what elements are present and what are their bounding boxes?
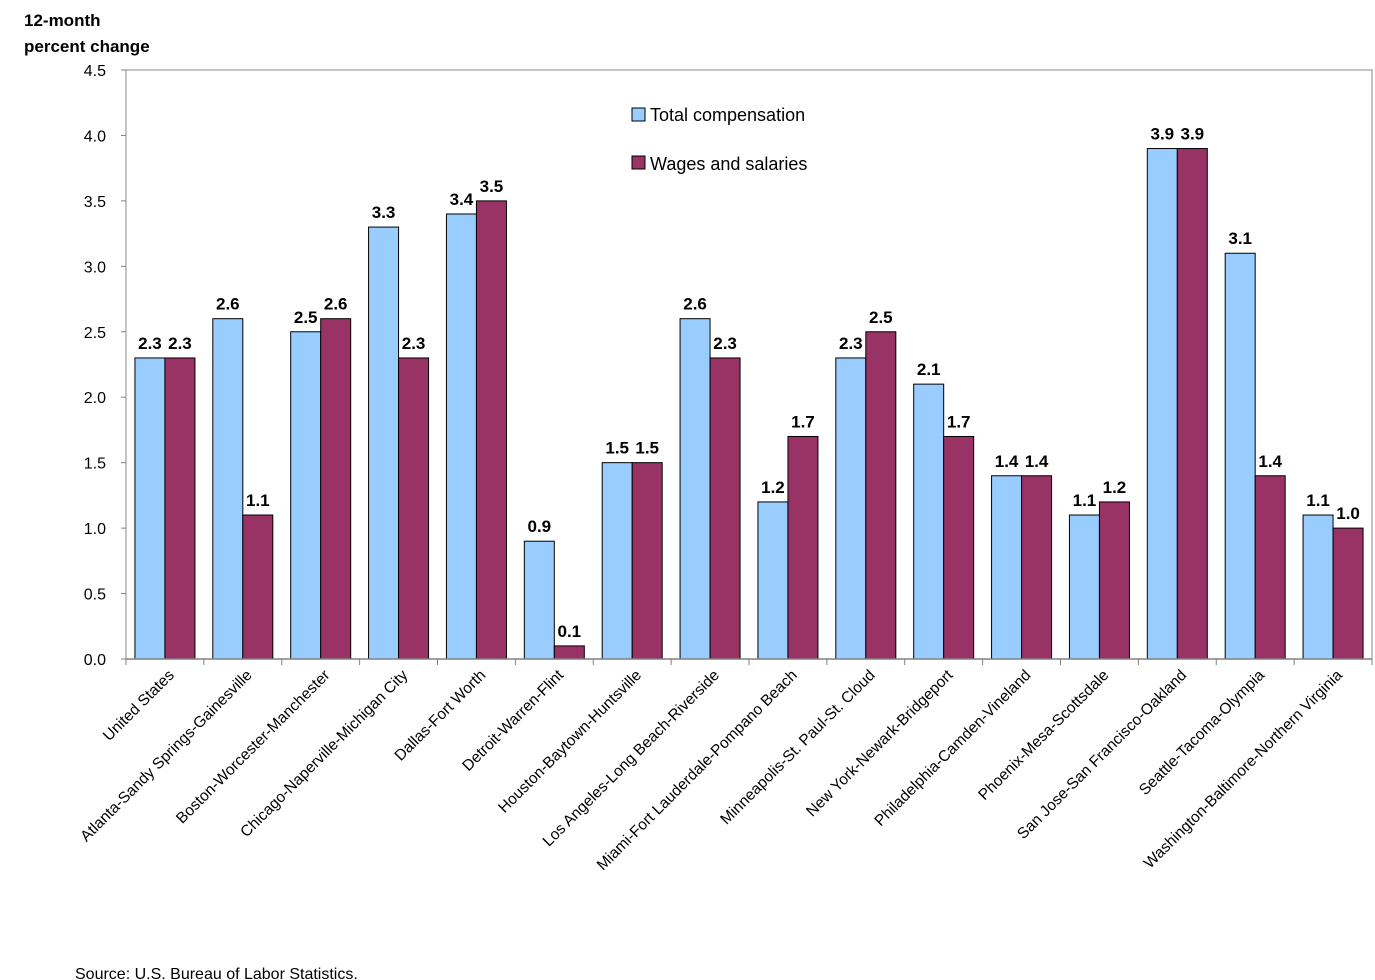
bar-wages-and-salaries (1332, 527, 1364, 660)
x-tick-label: San Jose-San Francisco-Oakland (1014, 667, 1190, 843)
bar-wages-and-salaries (475, 200, 507, 660)
data-label: 1.0 (1336, 504, 1360, 523)
bar-total-compensation (212, 318, 244, 660)
data-label: 1.7 (947, 412, 971, 431)
y-tick-label: 1.0 (84, 521, 106, 538)
bar-wages-and-salaries (787, 435, 819, 660)
bar-total-compensation (523, 540, 555, 660)
bar-total-compensation (601, 462, 633, 660)
legend-swatch-total-compensation (631, 107, 646, 122)
legend-label-total-compensation: Total compensation (650, 105, 805, 125)
bar-wages-and-salaries (553, 645, 585, 660)
legend-label-wages-and-salaries: Wages and salaries (650, 154, 807, 174)
bar-wages-and-salaries (164, 357, 196, 660)
data-label: 1.1 (1306, 491, 1330, 510)
bar-wages-and-salaries (320, 318, 352, 660)
y-tick-label: 4.5 (84, 63, 106, 80)
legend-swatch-wages-and-salaries (631, 155, 646, 170)
data-labels: 2.3 2.3 2.6 1.1 2.5 2.6 3.3 2.3 3.4 3.5 0.9 0.1 1.5 1… (138, 125, 1360, 641)
data-label: 2.6 (216, 295, 240, 314)
data-label: 1.4 (1258, 452, 1282, 471)
data-label: 2.3 (402, 334, 426, 353)
bar-total-compensation (1068, 514, 1100, 660)
data-label: 3.3 (372, 203, 396, 222)
bar-total-compensation (1224, 252, 1256, 660)
source-note: Source: U.S. Bureau of Labor Statistics. (75, 966, 358, 980)
data-label: 1.2 (1103, 478, 1127, 497)
y-tick-label: 2.0 (84, 390, 106, 407)
y-axis-label-line-2: percent change (24, 37, 150, 56)
data-label: 2.3 (839, 334, 863, 353)
bar-wages-and-salaries (709, 357, 741, 660)
bar-wages-and-salaries (1254, 475, 1286, 660)
bar-total-compensation (1302, 514, 1334, 660)
bar-total-compensation (679, 318, 711, 660)
data-label: 1.4 (995, 452, 1019, 471)
data-label: 3.9 (1180, 125, 1204, 144)
data-label: 2.6 (683, 295, 707, 314)
x-tick-label: Los Angeles-Long Beach-Riverside (540, 667, 723, 850)
y-tick-label: 2.5 (84, 325, 106, 342)
data-label: 2.6 (324, 295, 348, 314)
x-tick-label: Philadelphia-Camden-Vineland (871, 667, 1034, 830)
bar-total-compensation (134, 357, 166, 660)
y-tick-label: 0.0 (84, 652, 106, 669)
bar-wages-and-salaries (398, 357, 430, 660)
y-tick-label: 4.0 (84, 128, 106, 145)
bar-wages-and-salaries (865, 331, 897, 660)
y-tick-label: 3.5 (84, 194, 106, 211)
data-label: 3.9 (1150, 125, 1174, 144)
data-label: 1.1 (246, 491, 270, 510)
bar-wages-and-salaries (1021, 475, 1053, 660)
x-tick-label: Minneapolis-St. Paul-St. Cloud (717, 667, 878, 828)
bar-wages-and-salaries (943, 435, 975, 660)
data-label: 3.4 (450, 190, 474, 209)
x-tick-label: United States (100, 667, 178, 745)
data-label: 2.1 (917, 360, 941, 379)
data-label: 2.3 (168, 334, 192, 353)
data-label: 2.3 (138, 334, 162, 353)
y-tick-label: 0.5 (84, 587, 106, 604)
y-axis-label-line-1: 12-month (24, 11, 101, 30)
data-label: 1.4 (1025, 452, 1049, 471)
bar-wages-and-salaries (631, 462, 663, 660)
data-label: 3.1 (1228, 229, 1252, 248)
x-tick-label: Phoenix-Mesa-Scottsdale (975, 667, 1112, 804)
bar-total-compensation (757, 501, 789, 660)
x-tick-label: New York-Newark-Bridgeport (803, 666, 957, 820)
y-tick-label: 3.0 (84, 259, 106, 276)
y-tick-label: 1.5 (84, 456, 106, 473)
data-label: 1.2 (761, 478, 785, 497)
x-tick-label: Seattle-Tacoma-Olympia (1136, 667, 1268, 799)
bar-total-compensation (445, 213, 477, 660)
bar-wages-and-salaries (242, 514, 274, 660)
bar-total-compensation (835, 357, 867, 660)
data-label: 3.5 (480, 177, 504, 196)
bar-total-compensation (368, 226, 400, 660)
bar-wages-and-salaries (1176, 148, 1208, 660)
x-tick-label: Atlanta-Sandy Springs-Gainesville (77, 667, 255, 845)
data-label: 2.5 (294, 308, 318, 327)
data-label: 1.7 (791, 412, 815, 431)
bars (134, 148, 1364, 660)
y-axis-ticks: 0.0 0.5 1.0 1.5 2.0 2.5 3.0 3.5 4.0 4.5 (84, 63, 126, 669)
bar-total-compensation (991, 475, 1023, 660)
data-label: 0.9 (527, 517, 551, 536)
data-label: 1.1 (1073, 491, 1097, 510)
data-label: 1.5 (635, 439, 659, 458)
data-label: 0.1 (557, 622, 581, 641)
bar-total-compensation (1146, 148, 1178, 660)
bar-wages-and-salaries (1098, 501, 1130, 660)
bar-total-compensation (913, 383, 945, 660)
x-tick-label: Chicago-Naperville-Michigan City (237, 667, 411, 841)
x-tick-label: Houston-Baytown-Huntsville (495, 667, 645, 817)
data-label: 1.5 (605, 439, 629, 458)
x-tick-label: Boston-Worcester-Manchester (173, 667, 333, 827)
data-label: 2.5 (869, 308, 893, 327)
legend: Total compensation Wages and salaries (631, 105, 807, 174)
data-label: 2.3 (713, 334, 737, 353)
bar-total-compensation (290, 331, 322, 660)
